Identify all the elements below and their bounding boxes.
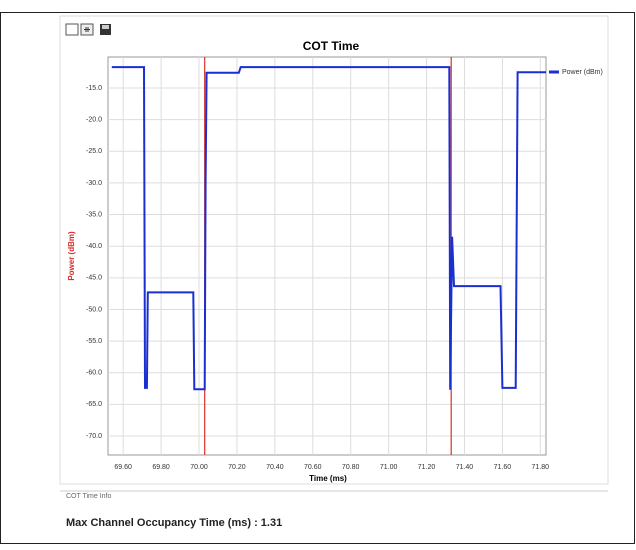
y-tick-label: -55.0 [86,338,102,345]
x-tick-label: 70.00 [190,464,208,471]
y-tick-label: -60.0 [86,370,102,377]
chart-title: COT Time [303,39,360,53]
y-tick-label: -45.0 [86,275,102,282]
y-tick-label: -30.0 [86,180,102,187]
x-tick-label: 70.80 [342,464,360,471]
y-tick-label: -15.0 [86,85,102,92]
info-result: Max Channel Occupancy Time (ms) : 1.31 [66,517,282,529]
y-tick-label: -50.0 [86,306,102,313]
y-tick-label: -20.0 [86,116,102,123]
y-tick-label: -25.0 [86,148,102,155]
y-axis-label: Power (dBm) [67,231,76,281]
y-tick-label: -40.0 [86,243,102,250]
toolbar-button[interactable] [65,23,79,36]
x-tick-label: 71.20 [418,464,436,471]
x-tick-label: 69.80 [152,464,170,471]
legend-label: Power (dBm) [562,69,603,76]
y-tick-label: -65.0 [86,401,102,408]
x-tick-label: 69.60 [114,464,132,471]
icon [102,25,109,29]
x-tick-label: 71.80 [532,464,550,471]
x-tick-label: 71.00 [380,464,398,471]
icon [84,27,90,32]
x-tick-label: 71.40 [456,464,474,471]
save-button[interactable] [100,24,111,35]
x-tick-label: 70.60 [304,464,322,471]
y-tick-label: -35.0 [86,211,102,218]
info-title: COT Time Info [66,493,111,500]
series-line [111,66,546,391]
x-axis-label: Time (ms) [309,474,347,483]
plot-area [107,56,547,456]
y-tick-label: -70.0 [86,433,102,440]
x-tick-label: 71.60 [494,464,512,471]
x-tick-label: 70.40 [266,464,284,471]
x-tick-label: 70.20 [228,464,246,471]
